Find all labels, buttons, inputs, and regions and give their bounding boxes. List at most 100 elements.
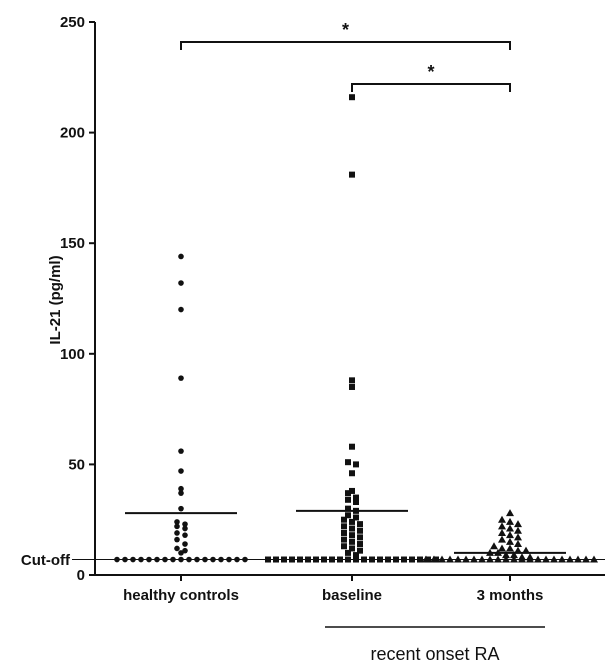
data-point-circle <box>122 556 128 563</box>
data-points <box>114 94 598 563</box>
data-point-circle <box>242 556 248 563</box>
data-point-triangle <box>502 555 510 563</box>
data-point-square <box>357 547 363 554</box>
data-point-triangle <box>498 522 506 530</box>
data-point-triangle <box>498 515 506 523</box>
significance-star: * <box>342 20 349 40</box>
data-point-square <box>361 556 367 563</box>
data-point-square <box>321 556 327 563</box>
data-point-square <box>349 525 355 532</box>
data-point-square <box>353 499 359 506</box>
group-label: recent onset RA <box>370 644 499 664</box>
data-point-circle <box>194 556 200 563</box>
data-point-square <box>329 556 335 563</box>
category-labels: healthy controls baseline 3 months <box>123 575 543 604</box>
data-point-square <box>353 552 359 559</box>
data-point-circle <box>178 490 184 496</box>
category-label: 3 months <box>477 587 544 604</box>
cutoff-label: Cut-off <box>21 552 71 569</box>
data-point-circle <box>114 556 120 563</box>
y-ticks: 0 50 100 150 200 250 <box>60 14 95 584</box>
data-point-triangle <box>422 555 430 563</box>
data-point-square <box>349 383 355 390</box>
data-point-square <box>353 494 359 501</box>
data-point-triangle <box>514 533 522 541</box>
data-point-square <box>357 534 363 541</box>
y-tick-label: 0 <box>77 567 85 584</box>
data-point-circle <box>174 519 180 525</box>
data-point-triangle <box>502 551 510 559</box>
data-point-square <box>341 529 347 536</box>
data-point-triangle <box>590 555 598 563</box>
data-point-circle <box>178 556 184 563</box>
data-point-triangle <box>534 555 542 563</box>
data-point-triangle <box>494 555 502 563</box>
data-point-triangle <box>514 520 522 528</box>
significance-bracket <box>180 41 511 50</box>
data-point-triangle <box>486 555 494 563</box>
data-point-square <box>349 377 355 384</box>
data-point-square <box>357 541 363 548</box>
data-point-triangle <box>514 526 522 534</box>
data-point-square <box>409 556 415 563</box>
data-point-circle <box>174 536 180 543</box>
data-point-triangle <box>506 509 514 517</box>
data-point-square <box>345 496 351 503</box>
y-tick-label: 250 <box>60 14 85 31</box>
y-tick-label: 50 <box>68 456 85 473</box>
data-point-square <box>345 459 351 466</box>
data-point-triangle <box>542 555 550 563</box>
significance-star: * <box>427 62 434 82</box>
data-point-square <box>305 556 311 563</box>
data-point-triangle <box>526 553 534 561</box>
data-point-square <box>341 536 347 543</box>
data-point-circle <box>178 306 184 313</box>
data-point-square <box>337 556 343 563</box>
data-point-triangle <box>506 531 514 539</box>
axes <box>72 22 605 576</box>
data-point-square <box>345 490 351 497</box>
data-point-circle <box>182 521 188 527</box>
data-point-triangle <box>582 555 590 563</box>
data-point-square <box>385 556 391 563</box>
data-point-triangle <box>470 555 478 563</box>
data-point-circle <box>178 375 184 381</box>
data-point-triangle <box>498 535 506 543</box>
data-point-triangle <box>430 555 438 563</box>
data-point-square <box>297 556 303 563</box>
data-point-square <box>313 556 319 563</box>
data-point-circle <box>210 556 216 563</box>
data-point-square <box>349 94 355 101</box>
data-point-triangle <box>498 528 506 536</box>
data-point-square <box>265 556 271 563</box>
data-point-square <box>345 549 351 556</box>
data-point-circle <box>178 253 184 260</box>
data-point-square <box>369 556 375 563</box>
data-point-square <box>349 538 355 545</box>
data-point-triangle <box>462 555 470 563</box>
data-point-triangle <box>478 555 486 563</box>
data-point-triangle <box>506 537 514 545</box>
data-point-square <box>353 514 359 521</box>
data-point-square <box>345 512 351 519</box>
data-point-circle <box>170 556 176 563</box>
data-point-square <box>341 543 347 550</box>
data-point-circle <box>174 545 180 552</box>
data-point-circle <box>178 468 184 474</box>
data-point-circle <box>178 505 184 512</box>
mean-lines <box>125 509 566 554</box>
data-point-triangle <box>490 542 498 550</box>
data-point-square <box>273 556 279 563</box>
significance-bracket <box>351 83 511 92</box>
data-point-circle <box>174 523 180 530</box>
data-point-circle <box>178 485 184 492</box>
data-point-square <box>393 556 399 563</box>
data-point-square <box>349 545 355 552</box>
data-point-triangle <box>454 555 462 563</box>
data-point-square <box>341 516 347 523</box>
data-point-circle <box>174 530 180 536</box>
data-point-circle <box>162 556 168 563</box>
data-point-square <box>401 556 407 563</box>
data-point-circle <box>178 448 184 454</box>
data-point-triangle <box>510 555 518 563</box>
